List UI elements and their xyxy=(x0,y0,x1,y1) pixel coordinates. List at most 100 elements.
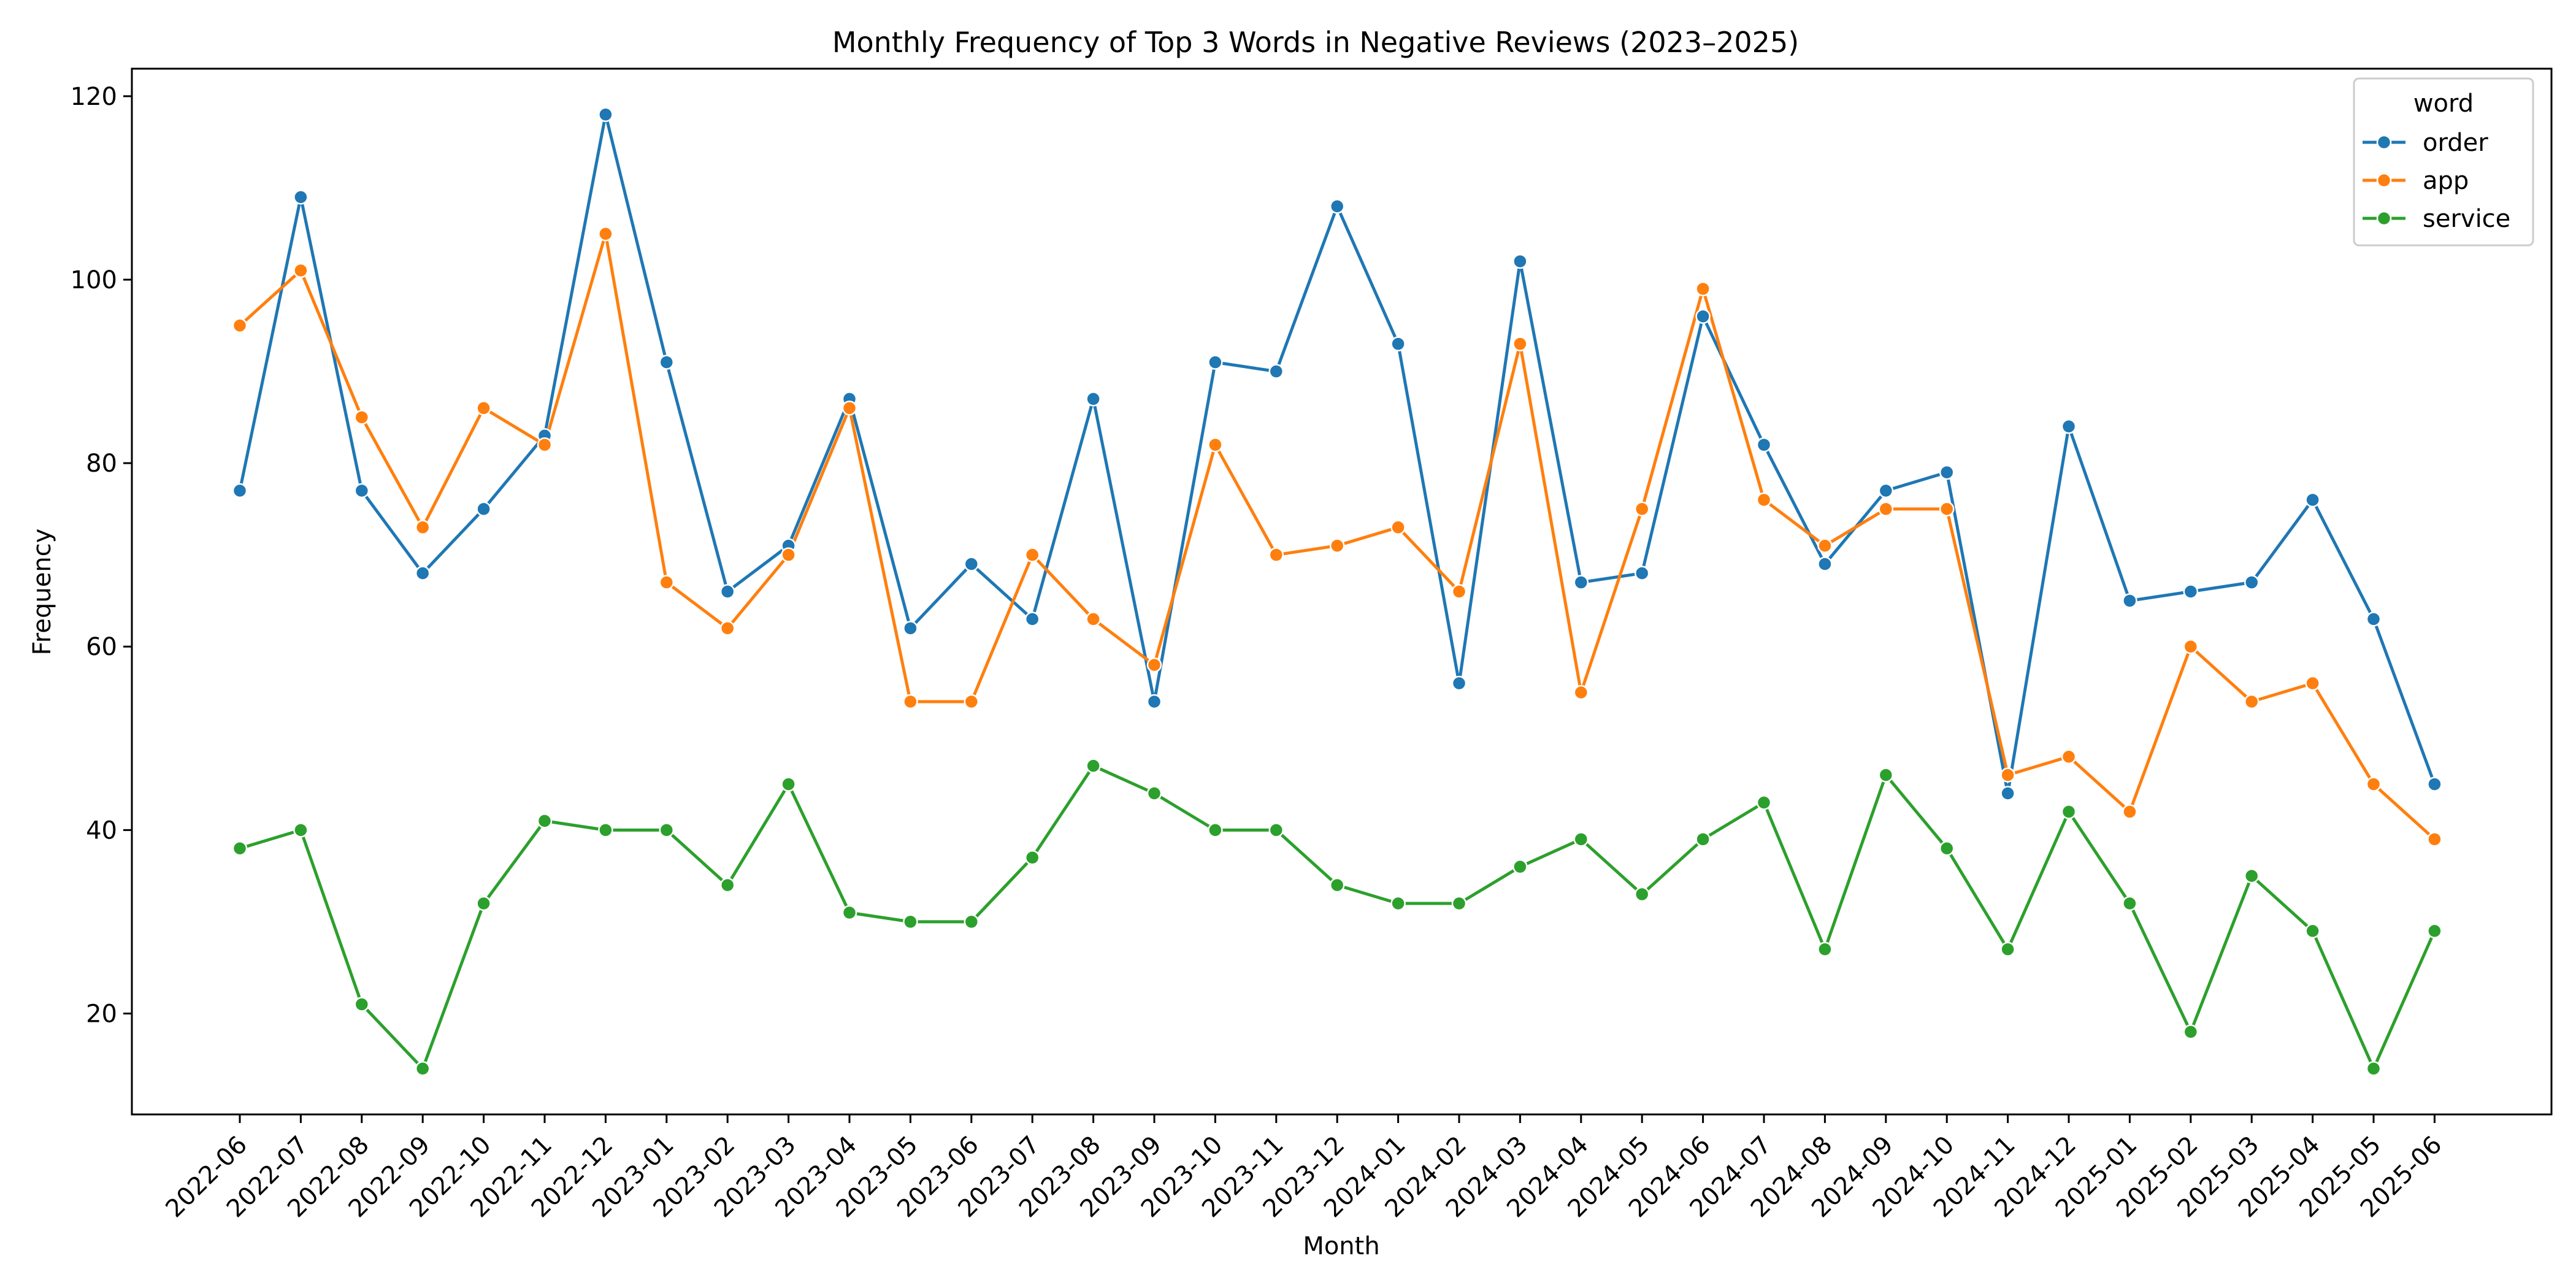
data-point-service xyxy=(1451,895,1467,911)
legend-title: word xyxy=(2413,90,2474,118)
data-point-order xyxy=(2122,593,2137,608)
data-point-service xyxy=(1878,767,1894,783)
data-point-order xyxy=(1878,483,1894,499)
data-point-app xyxy=(1878,501,1894,517)
data-point-app xyxy=(415,519,431,535)
data-point-app xyxy=(964,694,979,710)
data-point-order xyxy=(964,556,979,572)
data-point-app xyxy=(2000,767,2015,783)
data-point-app xyxy=(476,401,491,416)
data-point-app xyxy=(354,410,370,425)
data-point-app xyxy=(1817,538,1833,553)
data-point-order xyxy=(1146,694,1162,710)
data-point-app xyxy=(719,621,735,636)
x-axis-label: Month xyxy=(1303,1232,1379,1260)
series-lines xyxy=(238,113,2436,1070)
data-point-order xyxy=(354,483,370,499)
data-point-order xyxy=(1756,437,1772,453)
data-point-order xyxy=(1268,364,1284,379)
data-point-app xyxy=(1390,519,1406,535)
data-point-service xyxy=(1695,832,1711,847)
data-point-service xyxy=(1268,822,1284,838)
legend-marker-order xyxy=(2376,134,2392,150)
data-point-order xyxy=(1024,611,1040,627)
data-point-order xyxy=(1939,464,1955,480)
data-point-app xyxy=(781,547,796,562)
data-point-order xyxy=(2061,419,2077,434)
data-point-order xyxy=(232,483,248,499)
y-tick-label: 100 xyxy=(71,266,117,294)
data-point-order xyxy=(1573,575,1589,590)
data-point-app xyxy=(903,694,918,710)
data-point-service xyxy=(719,877,735,893)
data-point-service xyxy=(2061,804,2077,819)
data-point-service xyxy=(781,776,796,792)
data-point-app xyxy=(1573,684,1589,700)
data-point-service xyxy=(1634,886,1650,902)
data-point-service xyxy=(1390,895,1406,911)
data-point-app xyxy=(2305,675,2320,691)
data-point-app xyxy=(2183,638,2199,654)
data-point-service xyxy=(1208,822,1223,838)
data-point-order xyxy=(1817,556,1833,572)
data-point-app xyxy=(1512,336,1528,351)
data-point-app xyxy=(1208,437,1223,453)
data-point-app xyxy=(659,575,675,590)
data-point-app xyxy=(1024,547,1040,562)
series-line-app xyxy=(239,232,2436,841)
data-point-service xyxy=(1086,758,1101,773)
legend: word order app service xyxy=(2353,77,2534,247)
legend-label-app: app xyxy=(2423,167,2469,195)
data-point-service xyxy=(1024,849,1040,865)
legend-items: order app service xyxy=(2363,129,2510,233)
data-point-order xyxy=(2366,611,2382,627)
plot-area: 20 40 60 80 100 120 2022-062022-072022-082022… xyxy=(71,67,2553,1223)
data-point-order xyxy=(2244,575,2260,590)
data-point-app xyxy=(2366,776,2382,792)
data-point-app xyxy=(1329,538,1345,553)
data-point-service xyxy=(2427,923,2442,939)
legend-label-order: order xyxy=(2423,129,2488,157)
data-point-app xyxy=(2244,694,2260,710)
data-point-service xyxy=(1329,877,1345,893)
data-point-app xyxy=(1146,657,1162,673)
data-point-service xyxy=(841,905,857,921)
y-tick-label: 60 xyxy=(86,633,117,661)
data-point-app xyxy=(2061,749,2077,764)
data-point-app xyxy=(1939,501,1955,517)
y-tick-label: 20 xyxy=(86,1000,117,1028)
data-point-order xyxy=(476,501,491,517)
data-point-order xyxy=(2305,492,2320,508)
series-line-order xyxy=(238,113,2436,795)
data-point-order xyxy=(903,621,918,636)
data-point-app xyxy=(232,318,248,334)
x-axis: 2022-062022-072022-082022-092022-102022-… xyxy=(160,1114,2447,1223)
data-point-app xyxy=(2122,804,2137,819)
data-point-order xyxy=(1086,391,1101,407)
data-point-service xyxy=(537,813,553,829)
data-point-order xyxy=(293,190,309,205)
chart-title: Monthly Frequency of Top 3 Words in Nega… xyxy=(832,26,1799,59)
data-point-service xyxy=(2305,923,2320,939)
data-point-service xyxy=(1817,941,1833,957)
data-point-service xyxy=(2122,895,2137,911)
y-tick-label: 40 xyxy=(86,816,117,845)
data-point-app xyxy=(2427,832,2442,847)
data-point-order xyxy=(719,584,735,599)
data-point-service xyxy=(2366,1060,2382,1076)
data-point-app xyxy=(1268,547,1284,562)
y-tick-label: 80 xyxy=(86,450,117,478)
data-point-service xyxy=(598,822,613,838)
data-point-app xyxy=(1451,584,1467,599)
data-point-service xyxy=(1756,795,1772,810)
data-point-service xyxy=(476,895,491,911)
data-point-service xyxy=(415,1060,431,1076)
data-point-order xyxy=(1390,336,1406,351)
data-point-service xyxy=(354,997,370,1012)
data-point-service xyxy=(903,914,918,930)
data-point-app xyxy=(598,226,613,242)
data-point-order xyxy=(659,355,675,370)
data-point-service xyxy=(659,822,675,838)
data-point-order xyxy=(1208,355,1223,370)
